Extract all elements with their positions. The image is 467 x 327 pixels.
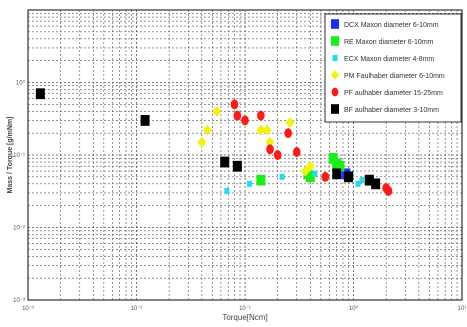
legend-marker	[331, 19, 339, 29]
legend: DCX Maxon diameter 6-10mm RE Maxon diamet…	[324, 13, 462, 123]
data-point	[279, 173, 285, 180]
x-tick-label: 10⁻³	[22, 306, 34, 312]
legend-marker	[331, 36, 339, 46]
grid	[27, 10, 462, 301]
x-axis-label: Torque[Ncm]	[222, 313, 267, 322]
legend-label: ECX Maxon diameter 4-8mm	[344, 56, 434, 63]
data-point	[305, 171, 315, 183]
data-point	[321, 171, 330, 182]
plot-frame	[27, 9, 463, 301]
data-point	[273, 150, 282, 160]
y-tick-label: 10⁻²	[13, 226, 25, 232]
legend-label: PF aulhaber diameter 15-25mm	[344, 90, 443, 97]
data-point	[266, 144, 274, 155]
data-point	[35, 88, 45, 100]
data-point	[371, 178, 381, 190]
data-point	[256, 174, 266, 186]
data-point	[257, 110, 265, 121]
data-point	[230, 99, 239, 110]
data-point	[241, 115, 249, 126]
legend-label: RE Maxon diameter 6-10mm	[344, 39, 434, 46]
data-point	[355, 180, 361, 187]
x-tick-label: 10⁻¹	[239, 306, 251, 312]
data-point	[197, 136, 207, 148]
legend-marker	[331, 70, 339, 80]
data-points	[35, 88, 393, 196]
data-point	[224, 187, 230, 194]
data-point	[202, 124, 212, 136]
data-point	[328, 152, 338, 164]
data-point	[384, 185, 393, 196]
y-tick-label: 10⁻¹	[13, 153, 25, 159]
data-point	[285, 117, 295, 128]
axis-tick-labels: 10⁻³ 10⁻² 10⁻¹ 10⁰ 10¹ 10⁰ 10⁻¹ 10⁻² 10⁻³	[13, 80, 466, 313]
data-point	[305, 160, 315, 172]
data-point	[332, 168, 342, 180]
data-point	[262, 124, 272, 136]
legend-marker	[331, 104, 339, 114]
data-point	[344, 171, 354, 183]
legend-marker	[332, 55, 338, 61]
data-point	[140, 115, 150, 126]
x-tick-label: 10¹	[458, 306, 467, 312]
data-point	[265, 136, 275, 148]
data-point	[364, 174, 374, 186]
y-tick-label: 10⁰	[16, 80, 26, 87]
data-point	[335, 160, 345, 172]
y-tick-label: 10⁻³	[13, 298, 25, 304]
legend-label: PM Faulhaber diameter 6-10mm	[344, 73, 445, 80]
data-point	[359, 177, 365, 184]
data-point	[312, 170, 318, 177]
x-tick-label: 10⁰	[349, 305, 359, 312]
data-point	[284, 128, 293, 139]
legend-label: BF aulhaber diameter 3-10mm	[344, 107, 439, 114]
data-point	[232, 160, 242, 172]
legend-label: DCX Maxon diameter 6-10mm	[344, 22, 439, 29]
data-point	[292, 147, 301, 157]
data-point	[233, 110, 242, 121]
data-point	[256, 124, 266, 136]
data-point	[212, 105, 222, 117]
data-point	[246, 180, 252, 187]
legend-box	[324, 13, 462, 123]
data-point	[300, 165, 310, 177]
data-point	[220, 156, 230, 168]
x-tick-label: 10⁻²	[131, 306, 143, 312]
legend-marker	[331, 87, 339, 97]
y-axis-label: Mass / Torque [g/mNm]	[7, 117, 14, 194]
